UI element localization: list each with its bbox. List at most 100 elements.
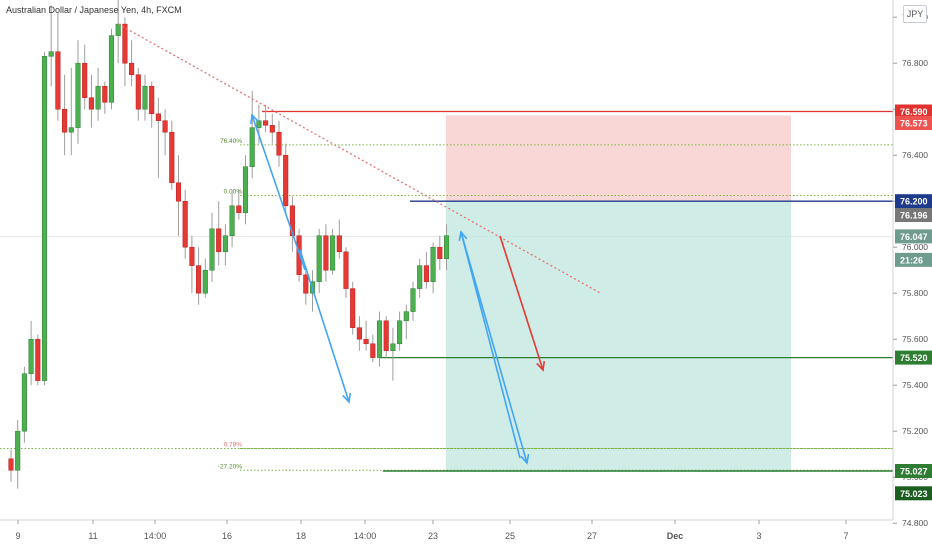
candle <box>15 430 21 471</box>
candle <box>175 182 182 202</box>
price-tag-label: 75.520 <box>900 353 928 363</box>
candle <box>196 265 202 294</box>
candle <box>82 62 88 98</box>
candle <box>108 35 115 103</box>
time-tick-label: 16 <box>222 531 232 541</box>
price-tick-label: 75.600 <box>902 334 928 344</box>
candle <box>276 131 282 156</box>
price-tag-label: 75.027 <box>900 466 928 476</box>
candle <box>41 56 48 381</box>
price-tick-label: 76.000 <box>902 242 928 252</box>
candle <box>202 269 208 294</box>
blue-arrow-down-2 <box>460 231 528 464</box>
price-tag-label: 75.023 <box>900 489 928 499</box>
candle <box>363 338 369 345</box>
blue-arrow-down-2-head <box>520 453 530 465</box>
candle <box>222 235 228 253</box>
price-tick-label: 76.800 <box>902 58 928 68</box>
candle <box>169 131 175 184</box>
candle <box>115 23 121 36</box>
candle <box>242 166 249 213</box>
candle <box>423 265 429 282</box>
fib-label: -27.20% <box>218 463 242 470</box>
trendline <box>117 23 601 294</box>
time-tick-label: 7 <box>843 531 848 541</box>
time-tick-label: 3 <box>756 531 761 541</box>
time-tick-label: 14:00 <box>354 531 377 541</box>
price-tag <box>895 208 932 222</box>
blue-arrow-up-2 <box>460 231 521 459</box>
blue-arrow-up-head <box>250 113 259 125</box>
candle <box>383 320 389 351</box>
candle <box>376 320 383 358</box>
price-axis <box>893 0 932 550</box>
candle <box>216 228 222 253</box>
candle <box>417 265 423 289</box>
price-tag <box>895 116 932 130</box>
candle <box>8 458 14 471</box>
candle <box>430 246 436 282</box>
time-tick-label: 9 <box>15 531 20 541</box>
fib-label: 76.40% <box>220 138 242 145</box>
candle <box>155 113 161 121</box>
time-tick-label: 11 <box>88 531 97 541</box>
candle <box>336 235 342 253</box>
candle <box>129 62 135 75</box>
candle <box>437 246 443 259</box>
candle <box>343 251 349 289</box>
price-tag <box>895 486 932 501</box>
candle <box>182 200 188 248</box>
candle <box>269 125 275 133</box>
candle <box>95 85 101 110</box>
candle <box>189 246 195 266</box>
candle <box>443 235 450 259</box>
time-tick-label: 27 <box>587 531 597 541</box>
candle <box>55 51 61 110</box>
candle <box>249 127 255 167</box>
currency-button[interactable]: JPY <box>903 5 927 23</box>
price-tag-label: 76.196 <box>900 211 928 221</box>
candle <box>263 120 269 126</box>
candle <box>162 120 168 133</box>
blue-arrow-down <box>299 249 350 403</box>
candle <box>330 235 336 271</box>
price-tag-label: 76.573 <box>900 119 928 129</box>
price-tick-label: 75.800 <box>902 288 928 298</box>
price-tag-label: 76.590 <box>900 107 928 117</box>
price-tick-label: 75.400 <box>902 380 928 390</box>
candle <box>370 343 376 358</box>
price-tick-label: 74.800 <box>902 518 928 528</box>
candle <box>149 85 155 115</box>
fib-label: 0.78% <box>224 441 243 448</box>
price-tick-label: 75.200 <box>902 426 928 436</box>
blue-arrow-down-head <box>342 392 352 404</box>
candle <box>102 85 108 103</box>
price-tick-label: 76.400 <box>902 150 928 160</box>
blue-arrow-up <box>251 114 306 271</box>
candle <box>283 154 289 207</box>
take-profit-zone <box>446 201 791 472</box>
price-tag <box>895 229 932 244</box>
stop-loss-zone <box>446 115 791 202</box>
candle <box>75 62 81 128</box>
time-tick-label: 23 <box>428 531 438 541</box>
candle <box>403 311 409 322</box>
candle <box>68 127 74 133</box>
candle <box>28 338 34 374</box>
price-tag <box>895 104 932 119</box>
price-tag <box>895 463 932 478</box>
candle <box>21 373 27 432</box>
candle <box>410 288 416 312</box>
candle <box>356 327 362 340</box>
candle <box>397 320 403 345</box>
candle <box>122 23 128 64</box>
price-tag <box>895 252 932 267</box>
time-tick-label: 18 <box>296 531 306 541</box>
price-tag-label: 76.047 <box>900 232 928 242</box>
time-tick-label: Dec <box>667 531 684 541</box>
chart-title: Australian Dollar / Japanese Yen, 4h, FX… <box>6 5 182 15</box>
candle <box>48 51 54 57</box>
price-tag <box>895 350 932 365</box>
